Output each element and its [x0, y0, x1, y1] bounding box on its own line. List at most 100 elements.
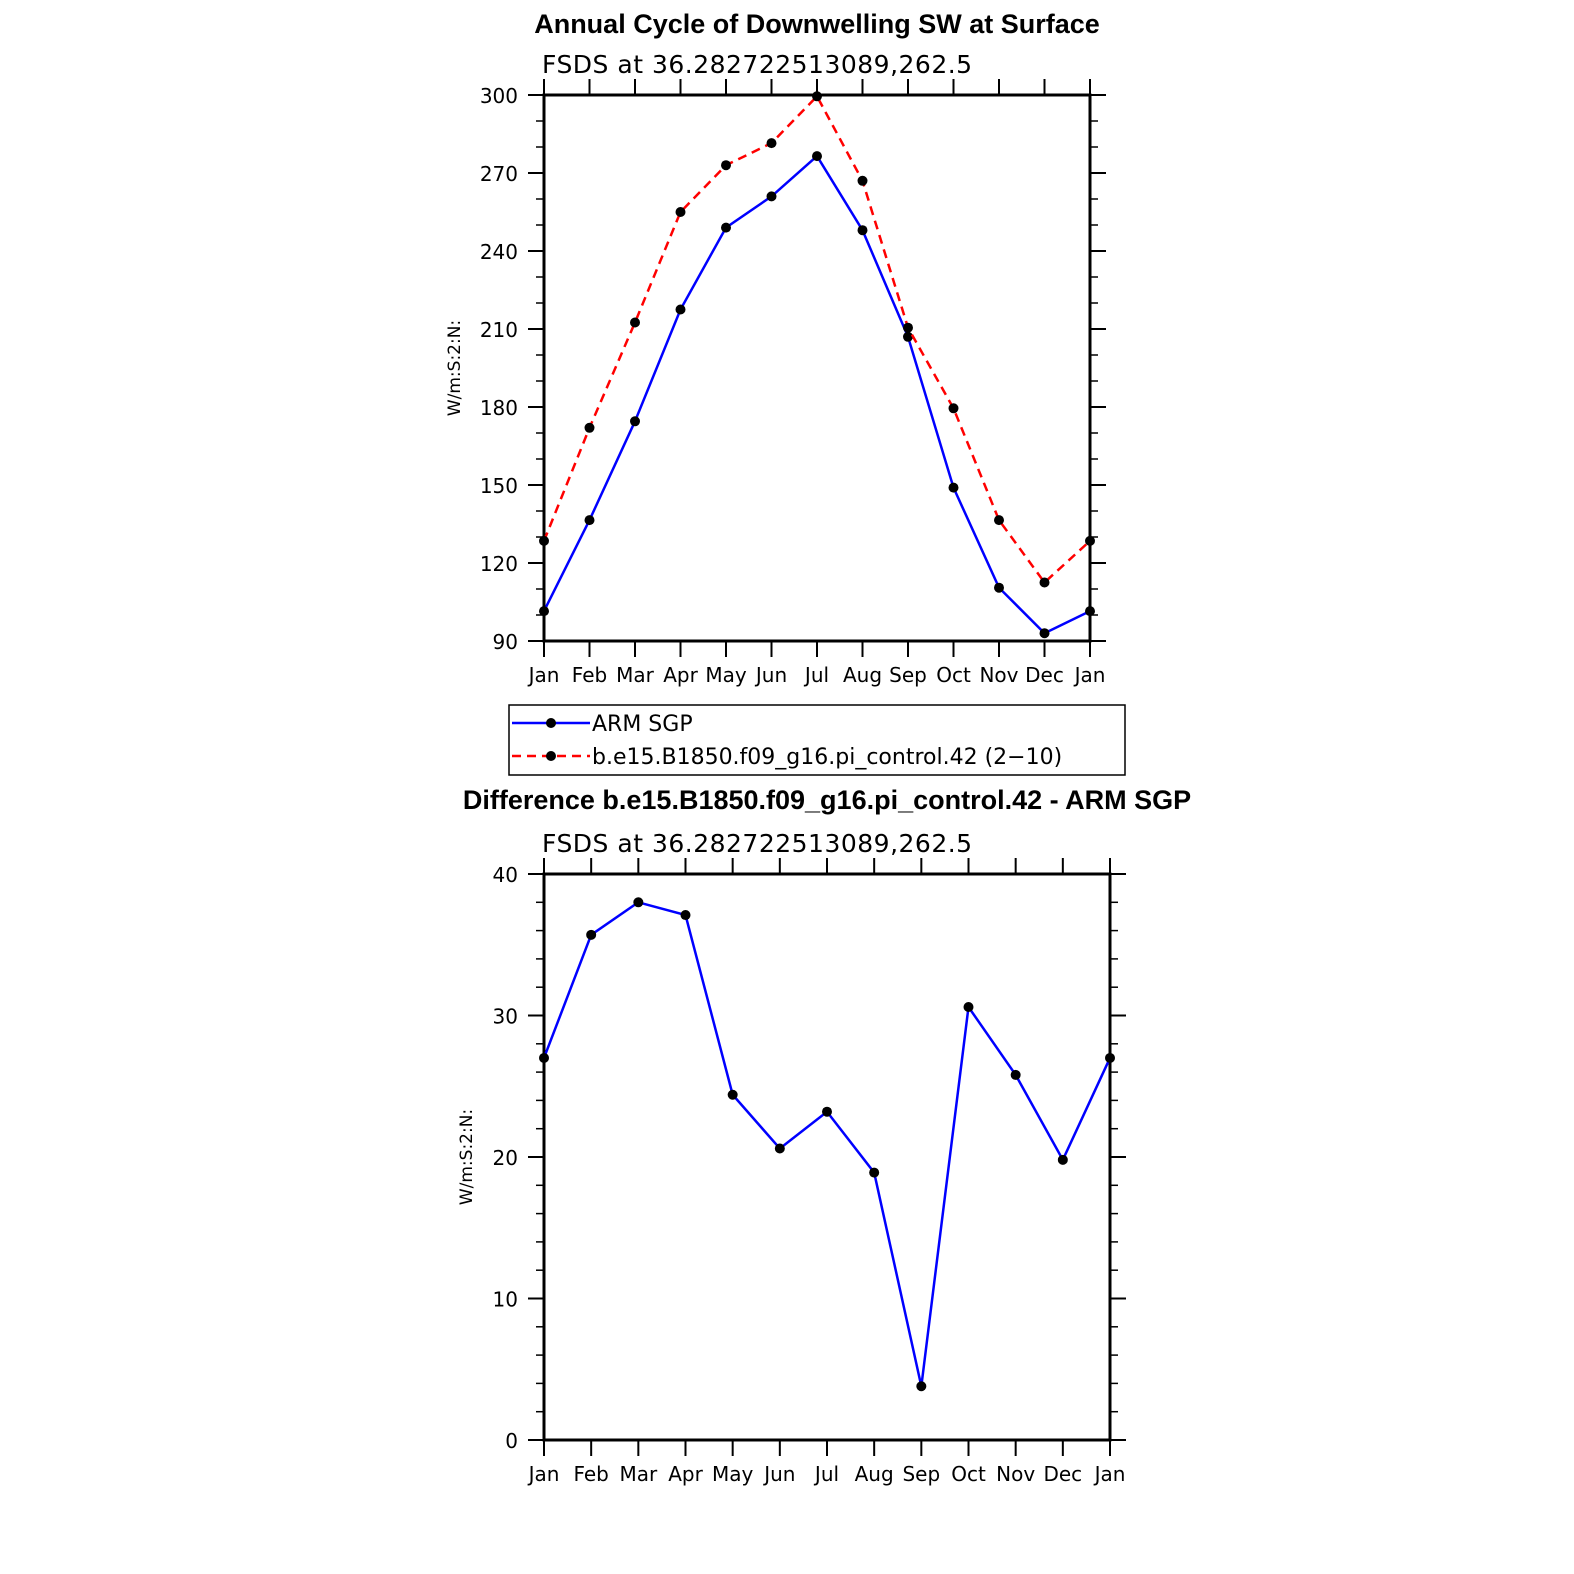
- chart1-series-1-point: [675, 207, 686, 217]
- chart1-series-1-point: [721, 160, 731, 171]
- chart1-y-tick-label: 120: [480, 552, 518, 576]
- chart1-plot-frame: [542, 93, 1092, 643]
- chart1-x-tick-label: Jun: [754, 663, 787, 687]
- legend-label-arm-sgp: ARM SGP: [592, 712, 693, 737]
- chart2-series-0-point: [633, 897, 644, 908]
- chart1-series-0-point: [675, 304, 686, 315]
- chart1-axes: 90 120 150 180 210 240 270 300 Jan Feb Mar Apr May Ju…: [480, 79, 1106, 687]
- chart1-series-1-point: [584, 422, 595, 433]
- chart2-y-tick-label: 10: [493, 1288, 518, 1312]
- chart1-series-line-0: [542, 154, 1091, 635]
- chart1-series-1-point: [1085, 535, 1095, 546]
- chart1-y-tick-label: 300: [480, 84, 518, 108]
- annual-cycle-chart: Annual Cycle of Downwelling SW at Surfac…: [445, 9, 1126, 776]
- chart2-series-0-point: [727, 1089, 738, 1100]
- chart1-series-0-point: [903, 331, 913, 342]
- chart1-y-tick-label: 150: [480, 474, 518, 498]
- chart1-series-0-point: [630, 416, 640, 427]
- chart2-axes: 0 10 20 30 40 Jan Feb Mar Apr May Jun Jul Aug Sep Oct N…: [493, 858, 1126, 1486]
- chart2-title: Difference b.e15.B1850.f09_g16.pi_contro…: [463, 785, 1191, 815]
- chart2-y-tick-label: 0: [505, 1429, 518, 1453]
- legend-label-model: b.e15.B1850.f09_g16.pi_control.42 (2−10): [592, 745, 1062, 770]
- chart1-series-0-point: [948, 482, 959, 493]
- chart1-series-0-point: [1039, 628, 1050, 639]
- chart2-y-tick-label: 30: [493, 1005, 518, 1029]
- chart1-x-tick-label: Dec: [1025, 663, 1064, 687]
- chart1-series-0-point: [584, 515, 595, 526]
- chart2-x-tick-label: Sep: [902, 1462, 940, 1486]
- chart1-series-0-point: [812, 151, 822, 162]
- chart2-x-tick-label: Mar: [619, 1462, 658, 1486]
- chart1-x-tick-label: Feb: [572, 663, 607, 687]
- chart1-x-tick-label: Jul: [803, 663, 829, 687]
- chart1-series-0-point: [721, 222, 731, 233]
- chart1-x-tick-label: Aug: [843, 663, 882, 687]
- chart2-plot-frame: [542, 872, 1112, 1442]
- chart2-series-0-point: [1105, 1052, 1115, 1063]
- chart1-y-tick-label: 270: [480, 162, 518, 186]
- chart2-series-0-point: [963, 1002, 974, 1013]
- chart2-series-0-point: [586, 929, 597, 940]
- chart1-y-tick-label: 180: [480, 396, 518, 420]
- chart2-series-line-0: [542, 900, 1112, 1387]
- chart1-series-1-point: [903, 322, 913, 333]
- chart2-x-tick-label: Dec: [1043, 1462, 1082, 1486]
- legend-marker-arm-sgp: [546, 718, 556, 728]
- chart2-series: [539, 897, 1115, 1392]
- chart1-legend: ARM SGP b.e15.B1850.f09_g16.pi_control.4…: [508, 704, 1126, 776]
- chart1-series-line-1: [542, 94, 1091, 585]
- chart2-x-tick-label: Jan: [527, 1462, 560, 1486]
- legend-box: [508, 704, 1126, 776]
- chart2-series-0-point: [916, 1381, 927, 1392]
- difference-chart: Difference b.e15.B1850.f09_g16.pi_contro…: [457, 785, 1191, 1486]
- legend-marker-model: [546, 751, 556, 761]
- chart2-series-0-point: [822, 1106, 832, 1117]
- chart1-x-tick-label: Sep: [889, 663, 927, 687]
- chart2-series-0-point: [1010, 1069, 1021, 1080]
- chart1-x-tick-label: Mar: [616, 663, 655, 687]
- chart1-series-0-point: [994, 582, 1004, 593]
- chart1-series-0-point: [857, 225, 868, 236]
- chart2-subtitle: FSDS at 36.282722513089,262.5: [542, 829, 973, 858]
- chart2-x-tick-label: Apr: [668, 1462, 703, 1486]
- chart1-series-1-point: [994, 515, 1004, 526]
- chart2-x-tick-label: May: [712, 1462, 754, 1486]
- chart1-x-tick-label: Nov: [979, 663, 1018, 687]
- chart1-x-tick-label: Jan: [1073, 663, 1106, 687]
- chart2-series-0-point: [539, 1052, 549, 1063]
- chart1-series-1-point: [766, 138, 777, 149]
- chart1-series: [539, 91, 1095, 639]
- chart2-x-tick-label: Jul: [813, 1462, 839, 1486]
- chart2-x-tick-label: Nov: [996, 1462, 1035, 1486]
- chart1-series-1-point: [948, 403, 959, 414]
- chart1-title: Annual Cycle of Downwelling SW at Surfac…: [534, 9, 1100, 39]
- chart2-x-tick-label: Oct: [951, 1462, 986, 1486]
- chart2-series-0-point: [680, 910, 691, 921]
- chart2-x-tick-label: Jan: [1093, 1462, 1126, 1486]
- chart1-subtitle: FSDS at 36.282722513089,262.5: [542, 50, 973, 79]
- chart1-y-tick-label: 210: [480, 318, 518, 342]
- chart2-series-0-point: [869, 1167, 880, 1178]
- chart1-x-tick-label: Jan: [527, 663, 560, 687]
- chart1-y-tick-label: 240: [480, 240, 518, 264]
- chart1-x-tick-label: May: [705, 663, 747, 687]
- chart2-y-tick-label: 20: [493, 1146, 518, 1170]
- chart2-x-tick-label: Aug: [855, 1462, 894, 1486]
- chart1-series-1-point: [857, 175, 868, 186]
- chart1-series-1-point: [539, 535, 549, 546]
- chart1-series-0-point: [766, 191, 777, 202]
- chart2-x-tick-label: Feb: [573, 1462, 608, 1486]
- chart2-x-tick-label: Jun: [762, 1462, 795, 1486]
- chart1-series-1-point: [1039, 577, 1050, 588]
- chart2-series-0-point: [774, 1143, 785, 1154]
- chart1-ylabel: W/m:S:2:N:: [445, 320, 465, 416]
- chart1-x-tick-label: Oct: [936, 663, 971, 687]
- chart1-series-0-point: [1085, 606, 1095, 617]
- chart1-y-tick-label: 90: [493, 630, 518, 654]
- chart1-series-1-point: [812, 91, 822, 102]
- chart2-ylabel: W/m:S:2:N:: [457, 1109, 477, 1205]
- chart2-series-0-point: [1057, 1154, 1068, 1165]
- chart1-series-0-point: [539, 606, 549, 617]
- chart2-y-tick-label: 40: [493, 863, 518, 887]
